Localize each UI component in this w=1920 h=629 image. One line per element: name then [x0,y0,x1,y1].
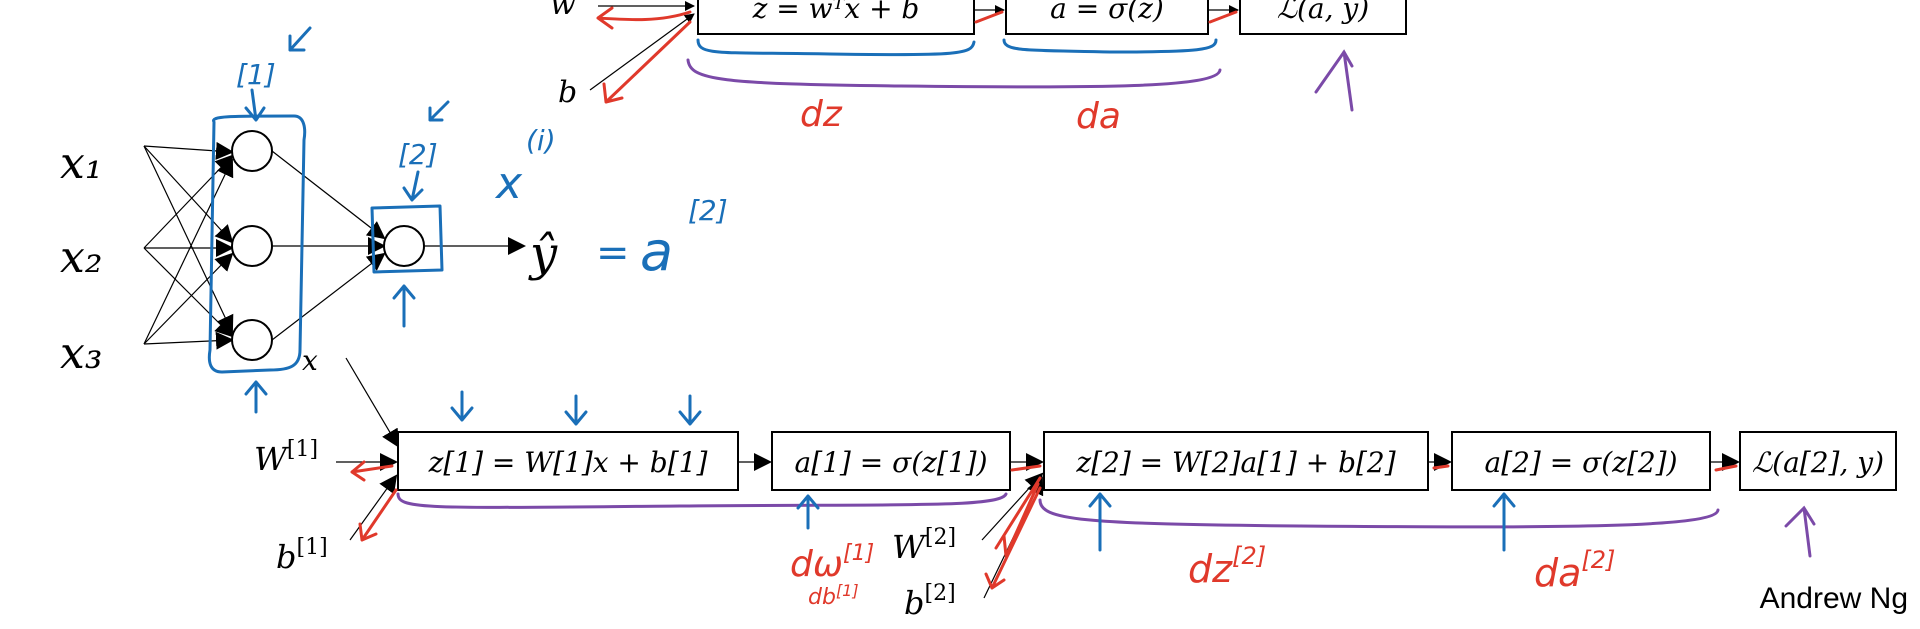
hidden-layer-label-arrow [244,88,266,122]
output-node-arrow [392,284,416,328]
a1-blue-up-arrow [796,494,820,530]
top-box-z [697,0,975,35]
hidden-output-edges [271,150,386,341]
top-red-back-w [596,6,692,30]
x-i-x: x [494,158,523,209]
top-box-a-text: a = σ(z) [1050,0,1164,25]
top-blue-brace-z [696,38,976,57]
edge-x3-h1 [143,158,234,345]
hidden-layer-small-arrow [288,26,312,52]
a-superscript: [2] [688,194,728,227]
input-x3: x₃ [60,328,102,379]
x-label: x [302,344,318,377]
top-box-a [1005,0,1209,35]
output-layer-small-arrow [428,100,450,122]
a2-blue-up-arrow [1492,492,1516,552]
input-b1: b[1] [276,535,328,576]
box-loss [1739,431,1897,491]
z2-blue-up-arrow [1088,492,1112,552]
top-purple-brace [686,58,1222,89]
equals-sign: = [596,230,630,276]
box-a1 [771,431,1011,491]
edge-x1-h1 [143,141,234,160]
loss-purple-arrow [1784,505,1816,558]
red-back-a2 [1432,464,1450,470]
b1-arrow [349,474,398,541]
purple-brace-layer1 [396,492,1008,509]
input-w2: W[2] [892,525,956,566]
label-dw1: dω[1] [790,541,874,585]
top-input-b: b [558,75,577,110]
top-box-loss-text: ℒ(a, y) [1277,0,1369,25]
input-x1: x₁ [60,138,102,189]
z1-blue-arrow-2 [564,394,588,426]
box-a1-text: a[1] = σ(z[1]) [795,446,988,479]
z1-blue-arrow-1 [450,390,474,422]
box-a2 [1451,431,1711,491]
box-z1 [397,431,739,491]
label-dz2: dz[2] [1188,542,1266,591]
output-yhat: ŷ [528,226,558,282]
edge-x3-h2 [143,252,234,345]
red-back-b2 [984,486,1042,590]
input-b2: b[2] [904,581,956,622]
top-box-loss [1239,0,1407,35]
box-z2-text: z[2] = W[2]a[1] + b[2] [1075,446,1395,479]
red-back-b1 [358,488,398,542]
top-label-da: da [1076,96,1121,137]
hidden-node-2 [231,225,273,267]
top-red-back-b [602,20,692,104]
edge-x1-h3 [143,145,234,334]
input-x2: x₂ [60,232,102,283]
input-hidden-edges [143,141,234,350]
hidden-node-arrow [244,380,268,414]
box-z2 [1043,431,1429,491]
input-w1: W[1] [254,437,318,478]
red-back-loss [1714,464,1738,472]
output-layer-label-arrow [402,170,424,202]
top-box-z-text: z = wᵀx + b [752,0,920,25]
top-red-back-loss [1208,10,1238,24]
top-b-arrow [589,13,695,91]
top-purple-arrow [1314,49,1354,112]
box-loss-text: ℒ(a[2], y) [1752,446,1884,479]
red-back-a1 [1010,464,1042,472]
hidden-layer-box [207,114,307,374]
output-node [383,225,425,267]
label-da2: da[2] [1534,546,1615,595]
a-symbol: a [640,220,673,283]
top-blue-brace-a [1002,38,1218,54]
top-label-dz: dz [800,94,843,135]
edge-h1-out [271,150,386,240]
author-credit: Andrew Ng [1760,582,1908,615]
red-back-w1 [350,460,394,482]
top-red-back-a [974,10,1004,24]
z1-blue-arrow-3 [678,394,702,426]
purple-brace-layer2 [1038,498,1720,529]
top-graph: w b z = wᵀx + b a = σ(z) ℒ(a, y) dz da [550,0,1407,137]
edge-x1-h2 [143,145,234,244]
top-input-w: w [550,0,576,22]
hidden-node-1 [231,130,273,172]
output-layer-box [370,204,444,274]
hidden-layer-label: [1] [236,58,276,91]
box-z1-text: z[1] = W[1]x + b[1] [428,446,708,479]
edge-h3-out [271,252,386,341]
box-a2-text: a[2] = σ(z[2]) [1485,446,1678,479]
edge-x3-h3 [143,331,234,350]
hidden-node-3 [231,319,273,361]
x-i-sup: (i) [526,124,556,157]
neural-network: x₁ x₂ x₃ ŷ [1] [60,26,728,448]
x-to-z1-arrow [345,357,400,448]
edge-x2-h1 [143,154,234,249]
output-layer-label: [2] [398,138,438,171]
edge-x2-h3 [143,247,234,338]
label-db1: db[1] [808,581,859,610]
bottom-graph: W[1] b[1] z[1] = W[1]x + b[1] a[1] = σ(z… [254,390,1897,622]
